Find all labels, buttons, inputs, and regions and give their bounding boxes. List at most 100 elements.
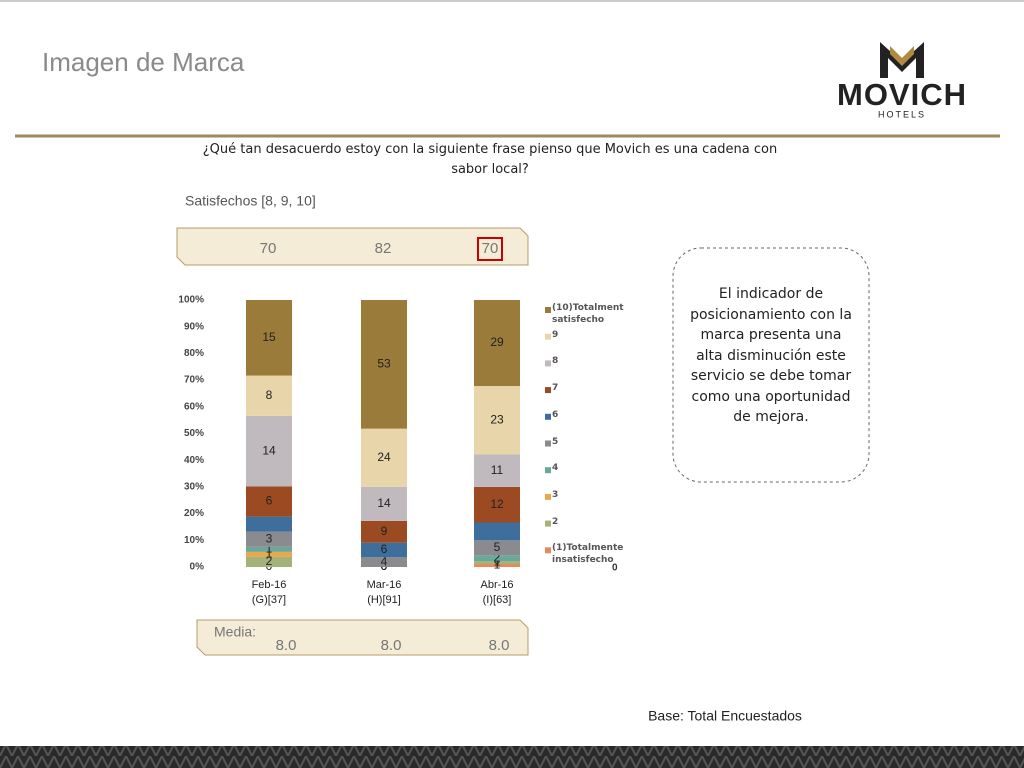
bar-segment: [474, 564, 520, 567]
legend-entry: (10)Totalmente satisfecho: [552, 303, 624, 325]
data-label: 1: [266, 542, 273, 556]
bar-segment: [246, 375, 292, 416]
y-tick-label: 50%: [184, 428, 204, 439]
legend-label: 6: [552, 409, 559, 420]
bar-segment: [474, 300, 520, 387]
bar-segment: [246, 486, 292, 517]
y-tick-label: 80%: [184, 348, 204, 359]
bar-segment: [474, 486, 520, 523]
bar-segment: [474, 454, 520, 487]
x-tick-sublabel: (G)[37]: [252, 594, 286, 606]
legend-swatch: [545, 440, 551, 447]
data-label: 29: [490, 335, 504, 349]
legend-label: 4: [552, 463, 559, 474]
slide-title: Imagen de Marca: [42, 47, 245, 77]
legend-swatch: [545, 547, 551, 554]
data-label: 24: [377, 450, 391, 464]
logo-sub: HOTELS: [878, 109, 926, 119]
bar-segment: [361, 542, 407, 558]
legend-label: 8: [552, 356, 559, 367]
data-label: 1: [266, 547, 273, 561]
data-label: 11: [491, 463, 504, 477]
y-tick-label: 20%: [184, 508, 204, 519]
side-label: 0: [612, 563, 618, 574]
data-label: 23: [490, 412, 504, 426]
data-label: 3: [266, 531, 273, 545]
data-label: 6: [381, 542, 388, 556]
data-label: 9: [381, 524, 388, 538]
bar-segment: [246, 546, 292, 552]
y-tick-label: 60%: [184, 401, 204, 412]
legend-swatch: [545, 493, 551, 500]
legend-label: 5: [552, 436, 559, 447]
legend-label: 7: [552, 383, 559, 394]
legend-entry: 3: [552, 489, 559, 500]
bar-segment: [246, 556, 292, 567]
data-label: 14: [377, 496, 391, 510]
legend-label: 9: [552, 329, 559, 340]
legend-entry: 2: [552, 516, 559, 527]
x-tick-label: Abr-16: [480, 579, 513, 591]
legend-swatch: [545, 360, 551, 367]
question-text: ¿Qué tan desacuerdo estoy con la siguien…: [202, 142, 778, 177]
y-tick-label: 100%: [178, 295, 204, 306]
data-label: 5: [494, 540, 501, 554]
data-label: 1: [494, 558, 501, 572]
mean-box: [196, 619, 529, 656]
legend-entry: 4: [552, 463, 559, 474]
y-tick-label: 70%: [184, 375, 204, 386]
bar-segment: [246, 300, 292, 376]
bar-segment: [361, 557, 407, 567]
legend-entry: 9: [552, 329, 559, 340]
mean-label: Media:: [214, 624, 256, 640]
highlight: [477, 237, 503, 261]
legend-swatch: [545, 333, 551, 340]
y-tick-label: 10%: [184, 535, 204, 546]
bar-segment: [361, 520, 407, 543]
legend-label: 3: [552, 489, 559, 500]
legend-entry: (1)Totalmente insatisfecho: [552, 543, 624, 566]
legend-swatch: [545, 307, 551, 313]
legend-swatch: [545, 413, 551, 420]
data-label: 8: [266, 388, 273, 402]
legend-label: (1)Totalmente insatisfecho: [552, 543, 624, 566]
mean-value: 8.0: [489, 637, 510, 654]
data-label: 4: [381, 554, 388, 568]
bar-segment: [474, 561, 520, 565]
y-tick-label: 30%: [184, 482, 204, 493]
y-tick-label: 90%: [184, 321, 204, 332]
data-label: 53: [377, 356, 391, 370]
bar-segment: [361, 486, 407, 521]
data-label: 6: [266, 494, 273, 508]
legend-label: 2: [552, 516, 559, 527]
data-label: 2: [494, 550, 501, 564]
note-text: El indicador de posicionamiento con la m…: [690, 286, 852, 425]
legend-entry: 8: [552, 356, 559, 367]
bar-segment: [246, 415, 292, 487]
y-tick-label: 0%: [190, 562, 205, 573]
bar-segment: [246, 531, 292, 547]
logo: MOVICH HOTELS: [837, 42, 967, 119]
satisfied-label: Satisfechos [8, 9, 10]: [185, 193, 316, 209]
bar-segment: [246, 551, 292, 557]
satisfied-value: 70: [260, 240, 277, 257]
question: ¿Qué tan desacuerdo estoy con la siguien…: [202, 142, 778, 177]
bar-segment: [361, 300, 407, 429]
data-label: 15: [262, 330, 276, 344]
note: El indicador de posicionamiento con la m…: [690, 286, 852, 425]
legend-label: (10)Totalmente satisfecho: [552, 303, 624, 325]
note-box: [672, 247, 870, 483]
bar-segment: [474, 522, 520, 541]
legend-swatch: [545, 520, 551, 527]
data-label: 1: [494, 555, 501, 569]
legend-swatch: [545, 467, 551, 474]
logo-text: MOVICH: [837, 77, 967, 112]
x-tick-sublabel: (I)[63]: [483, 594, 512, 606]
data-label: 12: [490, 497, 504, 511]
legend-entry: 6: [552, 409, 559, 420]
footer: Base: Total Encuestados: [648, 708, 802, 724]
x-tick-sublabel: (H)[91]: [367, 594, 401, 606]
legend-entry: 5: [552, 436, 559, 447]
mean-value: 8.0: [381, 637, 402, 654]
